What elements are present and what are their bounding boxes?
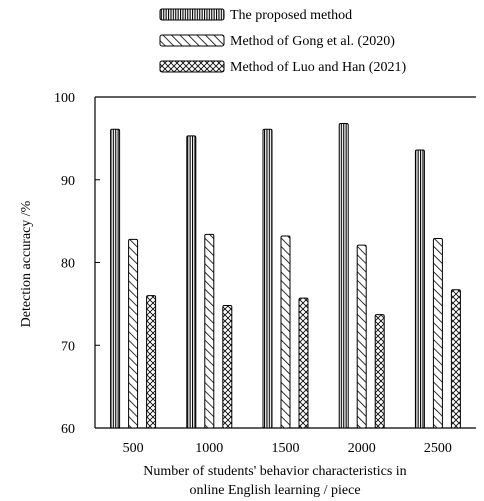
x-tick-label: 2000: [348, 441, 376, 456]
bar-1000-series-1: [186, 135, 197, 429]
tick-labels: 60 70 80 90 100 500 1000 1500 2000 2500: [54, 91, 452, 456]
legend-label-series-1: The proposed method: [230, 8, 352, 23]
bar-2000-series-3: [374, 314, 385, 429]
bar-500-series-1: [110, 128, 121, 429]
x-tick-label: 1500: [272, 441, 300, 456]
legend-swatch-series-2: [159, 34, 225, 47]
bar-1500-series-2: [280, 235, 291, 429]
y-tick-label: 100: [54, 91, 75, 106]
legend-label-series-2: Method of Gong et al. (2020): [230, 34, 395, 49]
bar-500-series-2: [128, 238, 139, 429]
bar-2000-series-2: [356, 244, 367, 429]
bars: [110, 122, 461, 429]
x-tick-label: 1000: [195, 441, 223, 456]
bar-2500-series-1: [414, 149, 425, 429]
x-axis-label-line-2: online English learning / piece: [189, 483, 360, 498]
bar-2500-series-2: [432, 238, 443, 429]
bar-2000-series-1: [338, 122, 349, 429]
y-tick-label: 60: [61, 422, 75, 437]
bar-1000-series-3: [222, 305, 233, 429]
x-tick-label: 2500: [424, 441, 452, 456]
legend: The proposed method Method of Gong et al.…: [159, 8, 406, 75]
legend-swatch-series-3: [159, 60, 225, 73]
legend-label-series-3: Method of Luo and Han (2021): [230, 60, 406, 75]
y-tick-label: 90: [61, 174, 75, 189]
bar-2500-series-3: [450, 289, 461, 429]
y-tick-label: 80: [61, 257, 75, 272]
bar-1500-series-3: [298, 297, 309, 429]
legend-swatch-series-1: [159, 8, 225, 21]
bar-500-series-3: [146, 295, 157, 429]
y-tick-label: 70: [61, 339, 75, 354]
bar-1000-series-2: [204, 233, 215, 429]
x-tick-label: 500: [123, 441, 144, 456]
x-axis-label-line-1: Number of students' behavior characteris…: [143, 464, 406, 479]
y-axis-label: Detection accuracy /%: [19, 200, 34, 327]
bar-1500-series-1: [262, 128, 273, 429]
